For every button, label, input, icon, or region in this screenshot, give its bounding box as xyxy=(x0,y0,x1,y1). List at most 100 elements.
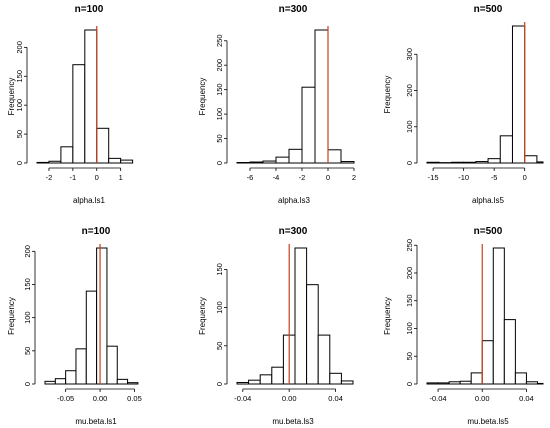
x-tick-label: 0.00 xyxy=(282,394,297,403)
histogram-bar xyxy=(108,157,122,164)
histogram-bar xyxy=(72,64,86,164)
histogram-bar xyxy=(503,319,516,385)
y-tick-label: 150 xyxy=(405,294,414,307)
x-tick-label: -2 xyxy=(46,173,53,182)
histogram-bar xyxy=(44,380,56,385)
y-axis-label: Frequency xyxy=(198,297,207,335)
y-tick-label: 200 xyxy=(405,267,414,280)
histogram-bar xyxy=(248,379,261,385)
x-tick-label: 0.00 xyxy=(475,394,490,403)
histogram-bar xyxy=(85,290,98,385)
x-tick-label: 0.05 xyxy=(127,394,142,403)
histogram-bar xyxy=(492,247,505,385)
y-tick-label: 0 xyxy=(23,382,32,386)
y-tick-label: 0 xyxy=(405,161,414,165)
x-tick-label: -15 xyxy=(428,173,439,182)
x-axis-label: mu.beta.ls5 xyxy=(467,417,509,426)
panel-1: n=100 0 50 100 150 200 -2 -1 0 1 alpha.ls1 Frequenc… xyxy=(7,4,134,205)
histogram-bar xyxy=(127,382,139,385)
histogram-bar xyxy=(120,159,134,164)
histogram-bar xyxy=(36,161,50,164)
histogram-bar xyxy=(54,378,67,385)
y-tick-label: 100 xyxy=(405,322,414,335)
y-tick-label: 100 xyxy=(215,301,224,314)
y-tick-label: 250 xyxy=(215,34,224,47)
histogram-bar xyxy=(450,161,465,164)
histogram-bar xyxy=(514,372,527,385)
x-axis-label: alpha.ls1 xyxy=(73,196,106,205)
histogram-bar xyxy=(314,29,329,164)
x-tick-label: 1 xyxy=(119,173,123,182)
y-tick-label: 100 xyxy=(15,99,24,112)
x-tick-label: 0.04 xyxy=(328,394,343,403)
x-axis-label: alpha.ls3 xyxy=(278,196,311,205)
y-axis-label: Frequency xyxy=(383,297,392,335)
histogram-bar xyxy=(116,378,129,385)
panel-title: n=100 xyxy=(75,4,104,15)
histogram-bar xyxy=(48,160,62,164)
histogram-bar xyxy=(236,381,250,385)
histogram-bar xyxy=(524,155,538,164)
histogram-bar xyxy=(327,149,342,164)
x-tick-label: -0.04 xyxy=(429,394,446,403)
y-tick-label: 150 xyxy=(215,83,224,96)
panel-title: n=500 xyxy=(474,4,503,15)
histogram-bar xyxy=(275,156,290,164)
y-tick-label: 0 xyxy=(405,382,414,386)
x-tick-label: -5 xyxy=(491,173,498,182)
panel-5: n=300 0 50 100 150 -0.04 0.00 0.04 mu.beta.ls3 Fr… xyxy=(198,226,354,426)
y-tick-label: 250 xyxy=(405,239,414,252)
histogram-bar xyxy=(475,161,489,164)
histogram-bar xyxy=(65,370,77,385)
x-tick-label: -2 xyxy=(299,173,306,182)
histogram-bar xyxy=(536,161,544,164)
histogram-bar xyxy=(288,148,303,164)
y-tick-label: 200 xyxy=(23,245,32,258)
histogram-bar xyxy=(306,284,319,385)
x-tick-label: 0 xyxy=(95,173,99,182)
histogram-bar xyxy=(301,86,316,164)
y-tick-label: 100 xyxy=(405,120,414,133)
y-tick-label: 100 xyxy=(215,108,224,121)
x-tick-label: -0.05 xyxy=(57,394,74,403)
histogram-bar xyxy=(340,380,354,385)
panel-4: n=100 0 50 100 150 200 -0.05 0.00 0.05 mu.beta.ls… xyxy=(7,226,142,426)
histogram-bar xyxy=(525,381,538,385)
panel-title: n=500 xyxy=(474,226,503,237)
y-tick-label: 300 xyxy=(405,48,414,61)
y-tick-label: 200 xyxy=(215,59,224,72)
histogram-bar xyxy=(463,161,477,164)
panel-3: n=500 0 100 200 300 -15 -10 -5 0 alpha.ls5 Frequen… xyxy=(383,4,544,205)
histogram-bar xyxy=(426,161,440,164)
histogram-bar xyxy=(271,366,284,385)
histogram-bar xyxy=(96,127,110,164)
y-tick-label: 150 xyxy=(15,70,24,83)
histogram-bar xyxy=(84,29,98,164)
histogram-bar xyxy=(459,380,472,385)
y-tick-label: 150 xyxy=(23,278,32,291)
histogram-bar xyxy=(106,345,118,385)
histogram-bar xyxy=(60,146,74,164)
histogram-bar xyxy=(511,25,526,164)
y-tick-label: 0 xyxy=(15,161,24,165)
x-tick-label: 2 xyxy=(352,173,356,182)
x-tick-label: -1 xyxy=(70,173,77,182)
histogram-bar xyxy=(294,247,308,385)
histogram-bar xyxy=(317,334,331,385)
y-axis-label: Frequency xyxy=(7,78,16,116)
histogram-bar xyxy=(481,340,494,385)
x-tick-label: -4 xyxy=(273,173,280,182)
histogram-bar xyxy=(329,372,342,385)
histogram-bar xyxy=(499,135,513,164)
histogram-bar xyxy=(96,247,108,385)
y-tick-label: 200 xyxy=(405,84,414,97)
panel-6: n=500 0 50 100 150 200 250 -0.04 0.00 0.04 mu.beta… xyxy=(383,226,544,426)
histogram-bar xyxy=(75,348,87,385)
x-axis-label: mu.beta.ls3 xyxy=(272,417,314,426)
y-tick-label: 50 xyxy=(15,130,24,138)
x-tick-label: -10 xyxy=(458,173,469,182)
x-tick-label: 0 xyxy=(523,173,527,182)
y-tick-label: 200 xyxy=(15,41,24,54)
x-tick-label: 0 xyxy=(326,173,330,182)
